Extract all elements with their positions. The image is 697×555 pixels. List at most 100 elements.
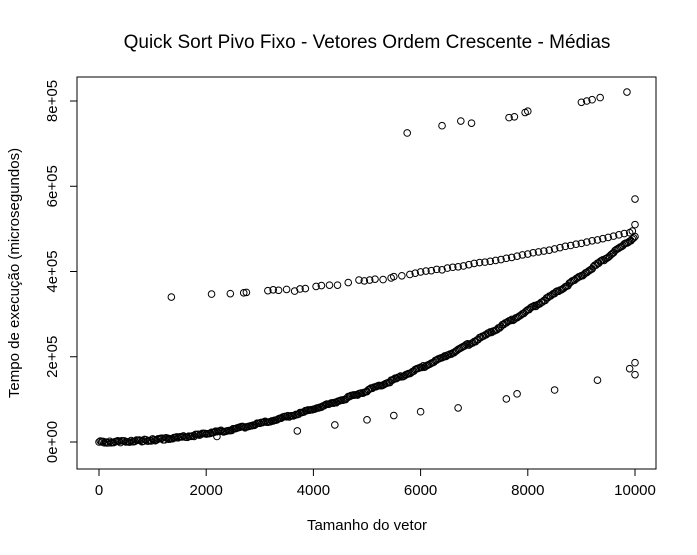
y-tick-label: 2e+05 [44,336,61,378]
data-point [631,220,639,229]
data-point [470,259,479,268]
data-point [491,256,500,265]
data-point [416,407,425,416]
data-point [534,248,543,256]
data-point [126,438,134,446]
x-tick-label: 0 [95,482,103,499]
data-point [582,238,591,246]
data-point [403,129,412,137]
data-point [396,372,405,380]
data-point [545,246,554,254]
x-tick-label: 6000 [404,482,437,499]
data-point [631,358,639,367]
data-point [239,289,248,297]
data-point [604,233,613,242]
data-point [467,119,476,127]
data-point [312,282,320,291]
data-point [344,278,353,287]
data-point [363,416,371,424]
data-point [462,340,470,349]
data-point [502,254,511,263]
data-point [546,292,555,300]
data-point [264,286,272,295]
data-point [577,239,586,248]
data-point [164,434,173,443]
y-tick-label: 0e+00 [44,421,61,463]
data-point [593,236,602,244]
data-point [365,276,374,284]
data-point [213,432,221,441]
data-point [628,235,637,243]
data-point [588,237,596,245]
data-point [301,284,310,293]
data-point [406,270,414,279]
data-point [325,281,334,289]
x-tick-label: 10000 [614,482,656,499]
data-point [497,255,505,264]
data-point [513,252,521,260]
data-point [463,340,472,348]
data-point [521,308,529,316]
data-point [379,275,387,284]
data-point [524,250,532,258]
data-point [540,247,548,255]
data-point [331,421,339,429]
data-point [438,121,446,130]
data-point [290,287,299,295]
data-point [438,265,446,274]
data-point [615,231,623,239]
data-point [390,272,398,281]
data-point [481,258,489,266]
data-point [390,375,398,383]
data-point [502,395,511,403]
x-tick-label: 8000 [511,482,544,499]
y-axis: 0e+00 2e+05 4e+05 6e+05 8e+05 [44,80,78,463]
data-point [588,95,596,104]
y-tick-label: 4e+05 [44,250,61,292]
data-point [513,390,521,398]
data-point [432,265,441,274]
y-tick-label: 6e+05 [44,165,61,207]
data-point [631,232,639,241]
data-point [416,268,425,276]
data-point [422,267,430,275]
data-point [448,263,457,272]
data-point [631,370,639,379]
data-points [95,88,639,447]
data-point [293,427,302,435]
data-point [609,232,618,240]
data-point [623,88,631,96]
data-point [360,277,369,285]
data-point [371,275,379,283]
x-axis: 0 2000 4000 6000 8000 10000 [95,468,656,499]
data-point [390,411,398,420]
data-point [577,98,586,107]
x-axis-label: Tamanho do vetor [307,517,427,534]
data-point [550,289,559,298]
data-point [593,376,602,384]
data-point [627,236,635,245]
data-point [459,262,468,270]
data-point [485,329,493,337]
data-point [418,363,426,372]
data-point [333,281,342,289]
data-point [475,258,484,267]
data-point [529,248,537,257]
data-point [566,241,575,250]
data-point [395,373,403,381]
data-point [561,242,570,251]
plot-frame [76,76,657,470]
data-point [620,229,629,238]
data-point [454,404,462,412]
data-point [274,286,283,295]
data-point [419,362,428,370]
data-point [269,286,278,294]
data-point [505,113,513,122]
data-point [226,289,235,298]
data-point [210,428,219,437]
data-point [465,260,473,269]
data-point [355,276,363,284]
y-axis-label: Tempo de execução (microsegundos) [6,148,23,398]
data-point [631,195,639,203]
